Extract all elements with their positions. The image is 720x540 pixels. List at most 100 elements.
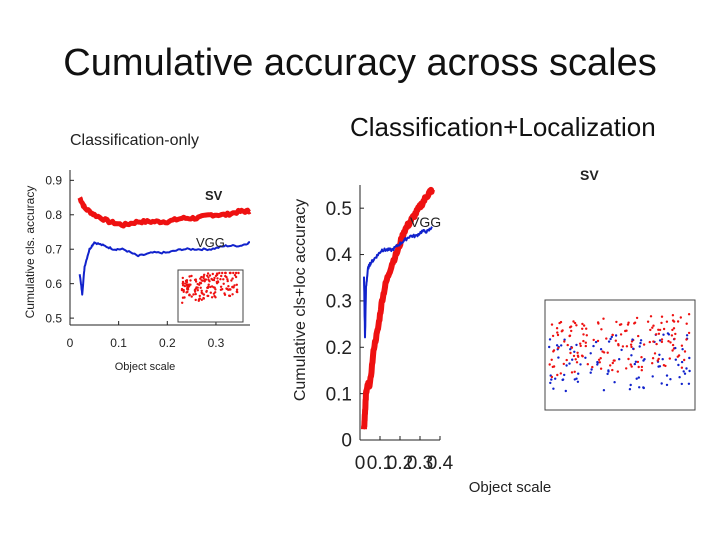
left-inset-point [235, 283, 238, 286]
right-inset-point [566, 343, 569, 347]
left-series-sv [77, 196, 252, 229]
right-inset-point [586, 363, 589, 366]
left-inset-point [204, 278, 208, 281]
right-inset-point [571, 358, 574, 361]
right-inset-point [660, 382, 663, 385]
right-inset-point [585, 327, 588, 330]
left-x-tick-label: 0.3 [208, 336, 225, 350]
right-inset-point [597, 358, 601, 361]
right-inset-point [682, 370, 685, 373]
right-inset-point [632, 347, 635, 350]
right-inset-point [602, 317, 605, 320]
left-inset-point [231, 277, 234, 280]
right-inset-point [607, 370, 610, 373]
right-inset-point [658, 353, 661, 356]
left-inset-point [202, 293, 206, 296]
right-inset-frame [544, 299, 696, 411]
right-inset-point [550, 358, 553, 361]
right-inset-point [606, 372, 609, 376]
left-inset-point [211, 272, 214, 276]
left-inset-point [221, 288, 224, 291]
right-inset-point [660, 340, 664, 344]
left-inset-point [218, 271, 221, 275]
right-inset-point [665, 320, 669, 323]
right-inset-point [606, 351, 609, 354]
left-inset-point [194, 292, 197, 296]
right-inset-point [642, 343, 646, 346]
right-series-sv [361, 186, 435, 430]
left-y-tick-label: 0.5 [45, 311, 62, 325]
right-inset-point [585, 334, 588, 337]
right-inset-point [570, 346, 574, 349]
left-inset-point [196, 286, 199, 289]
right-inset-point [620, 323, 623, 326]
left-inset-point [210, 296, 214, 299]
left-inset-point [197, 299, 200, 302]
right-inset-point [643, 358, 646, 361]
right-inset-point [638, 386, 641, 389]
right-inset-point [685, 322, 688, 325]
right-inset-point [672, 327, 676, 330]
right-inset-point [662, 364, 666, 367]
right-inset-point [640, 365, 644, 369]
right-inset-point [639, 339, 643, 342]
right-inset-point [658, 339, 662, 342]
slide-title: Cumulative accuracy across scales [63, 42, 657, 84]
left-inset-point [200, 289, 203, 292]
right-inset-point [589, 371, 592, 374]
right-inset-point [557, 346, 560, 350]
right-inset-point [670, 334, 674, 337]
right-inset-point [569, 351, 572, 355]
right-inset-point [661, 358, 664, 361]
right-inset-point [627, 357, 630, 361]
right-x-tick-label: 0.2 [387, 453, 413, 474]
right-inset-point [620, 348, 623, 352]
right-y-tick-label: 0.3 [326, 292, 352, 313]
right-inset-point [614, 334, 618, 337]
left-inset-point [207, 276, 210, 279]
right-inset-point [563, 340, 566, 343]
left-inset-point [185, 291, 188, 294]
right-inset-point [635, 316, 639, 320]
left-inset-point [202, 296, 205, 300]
right-inset-point [555, 344, 559, 347]
left-inset-point [199, 286, 202, 289]
right-inset-point [671, 343, 675, 347]
right-inset-point [613, 381, 616, 384]
right-inset-point [581, 322, 584, 326]
left-inset-point [228, 288, 231, 291]
right-inset-point [575, 343, 578, 347]
right-x-tick-label: 0 [355, 453, 366, 474]
left-inset-point [224, 274, 227, 278]
right-inset-point [648, 340, 651, 344]
left-chart-title: Classification-only [70, 132, 199, 149]
left-inset-point [231, 293, 234, 296]
right-inset-point [548, 363, 551, 366]
right-inset-point [674, 332, 677, 336]
left-inset-point [182, 288, 185, 292]
right-inset-point [574, 358, 577, 361]
left-inset-point [198, 281, 202, 284]
right-inset-point [662, 333, 665, 336]
right-inset-point [600, 328, 603, 331]
left-y-tick-label: 0.9 [45, 174, 62, 188]
right-y-tick-label: 0.2 [326, 338, 352, 359]
right-inset-point [562, 362, 565, 366]
left-inset-point [184, 279, 188, 283]
right-inset-point [671, 328, 674, 332]
right-inset-point [596, 360, 599, 364]
right-inset-point [646, 320, 650, 323]
right-inset-point [560, 330, 563, 333]
right-inset-point [607, 340, 611, 343]
left-inset-point [233, 274, 237, 277]
right-inset-point [671, 314, 675, 317]
right-inset-point [589, 352, 592, 355]
left-inset-point [201, 279, 204, 282]
left-inset-point [198, 283, 201, 286]
right-inset-point [625, 367, 628, 370]
right-inset-point [638, 345, 641, 348]
left-inset-point [220, 274, 223, 278]
left-inset-point [194, 278, 197, 281]
left-inset-point [228, 294, 231, 297]
right-inset-point [556, 331, 559, 334]
